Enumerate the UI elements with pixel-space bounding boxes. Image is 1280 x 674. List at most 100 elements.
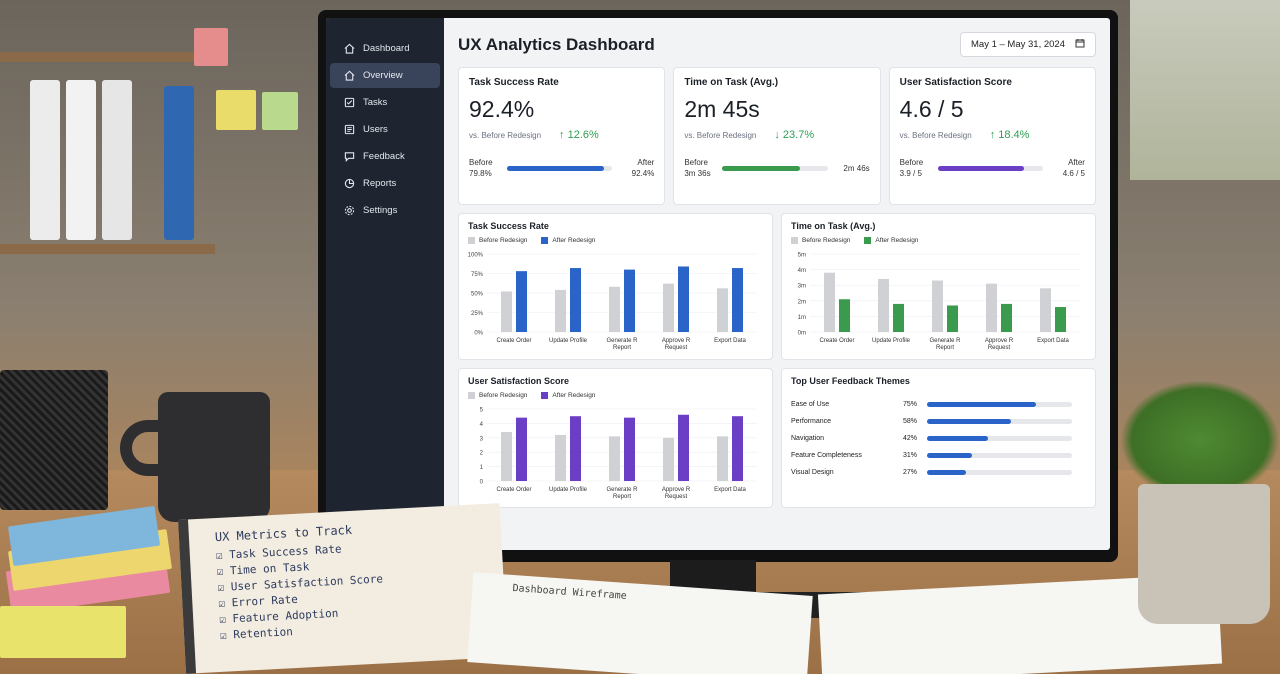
main-content: UX Analytics Dashboard May 1 – May 31, 2… [444,18,1110,550]
y-tick-label: 5m [798,253,806,259]
feedback-theme-row: Visual Design 27% [791,464,1086,481]
x-tick-label: Create Order [496,487,531,493]
bar-before [609,436,620,481]
y-tick-label: 0 [480,480,484,486]
x-tick-label: Update Profile [872,338,911,344]
chart-title: Time on Task (Avg.) [791,221,876,231]
y-tick-label: 5 [480,408,484,414]
legend-item-after: After Redesign [864,237,918,244]
bar-before [717,288,728,332]
kpi-after-value: 4.6 / 5 [1062,169,1085,179]
kpi-bar-track [937,165,1043,171]
kpi-before-value: 79.8% [469,169,492,179]
bar-after [624,417,635,481]
feedback-theme-row: Performance 58% [791,413,1086,430]
feedback-theme-label: Ease of Use [791,401,830,408]
kpi-bar-fill [722,165,801,171]
x-tick-label: Create Order [496,338,531,344]
feedback-list: Ease of Use 75% Performance 58% Navigation 42… [791,396,1086,481]
sidebar-item-feedback[interactable]: Feedback [330,144,440,169]
sidebar-item-tasks[interactable]: Tasks [330,90,440,115]
kpi-delta: ↓ 23.7% [774,129,815,141]
notebook: UX Metrics to Track ☑ Task Success Rate … [178,503,508,674]
feedback-theme-bar [927,470,967,475]
feedback-theme-percent: 58% [902,418,917,425]
date-range-picker[interactable]: May 1 – May 31, 2024 [960,32,1096,57]
chart-legend: Before Redesign After Redesign [468,237,763,244]
feedback-theme-track [927,453,1072,458]
feedback-theme-row: Navigation 42% [791,430,1086,447]
kpi-row: Task Success Rate 92.4% vs. Before Redes… [458,67,1096,205]
feedback-icon [344,151,355,162]
sidebar-item-reports[interactable]: Reports [330,171,440,196]
feedback-theme-track [927,402,1072,407]
y-tick-label: 3m [798,284,806,290]
kpi-compare-label: vs. Before Redesign [684,130,757,140]
kpi-before-after: Before 79.8% After 92.4% [469,157,654,179]
sticky-note [0,606,126,658]
sidebar-item-dashboard[interactable]: Dashboard [330,36,440,61]
y-tick-label: 100% [468,253,484,259]
feedback-theme-percent: 31% [902,452,917,459]
home-icon [344,43,355,54]
sidebar-item-label: Users [363,124,388,135]
kpi-value: 4.6 / 5 [899,96,964,122]
coffee-mug [158,392,270,522]
kpi-after-label: After [1068,158,1085,167]
kpi-before-value: 3.9 / 5 [899,169,922,179]
sidebar-item-settings[interactable]: Settings [330,198,440,223]
bar-before [555,434,566,481]
window [1130,0,1280,180]
kpi-before: Before 3.9 / 5 [900,157,930,179]
kpi-before: Before 3m 36s [684,157,714,179]
feedback-theme-bar [927,453,972,458]
legend-label: Before Redesign [479,392,528,400]
bar-before [501,432,512,481]
bookshelf [0,244,215,254]
bar-after [1055,307,1066,332]
feedback-theme-bar [927,402,1036,407]
y-tick-label: 2 [480,451,484,457]
x-tick-label: Create Order [819,338,854,344]
y-tick-label: 4m [798,268,806,274]
feedback-theme-track [927,436,1072,441]
x-tick-label: Report [613,494,631,500]
bar-before [986,283,997,332]
x-tick-label: Update Profile [549,338,588,344]
kpi-bar-track [722,165,828,171]
kpi-before-value: 3m 36s [684,169,711,179]
kpi-card-task-success: Task Success Rate 92.4% vs. Before Redes… [458,67,666,205]
sidebar-item-label: Reports [363,178,397,189]
kpi-before-after: Before 3.9 / 5 After 4.6 / 5 [900,157,1085,179]
legend-swatch [468,392,475,399]
sidebar-item-users[interactable]: Users [330,117,440,142]
x-tick-label: Generate R [606,487,638,493]
legend-item-after: After Redesign [541,237,595,244]
kpi-before: Before 79.8% [469,157,499,179]
bar-after [1001,303,1012,332]
sticky-note [194,28,228,66]
chart-panel-task-success: Task Success Rate Before Redesign After … [458,213,773,360]
bar-after [624,269,635,332]
kpi-delta: ↑ 12.6% [559,129,599,141]
binder [30,80,60,240]
bar-before [663,437,674,481]
y-tick-label: 4 [480,422,484,428]
chart-panel-time-on-task: Time on Task (Avg.) Before Redesign Afte… [781,213,1096,360]
y-tick-label: 50% [471,292,484,298]
feedback-theme-track [927,419,1072,424]
bar-before [1040,288,1051,332]
kpi-before-label: Before [684,158,708,167]
bar-before [932,280,943,332]
kpi-title: Time on Task (Avg.) [684,77,779,88]
chart-title: Task Success Rate [468,221,549,231]
chart-title: Top User Feedback Themes [791,376,910,386]
bar-after [678,414,689,481]
sidebar-item-overview[interactable]: Overview [330,63,440,88]
bar-before [824,272,835,332]
bar-after [893,303,904,332]
y-tick-label: 0% [474,331,483,337]
kpi-value: 2m 45s [684,96,760,122]
bookshelf [0,52,215,62]
bar-chart-task-success: 100% 75% 50% 25% 0% Create Order Update Profil… [468,253,757,351]
